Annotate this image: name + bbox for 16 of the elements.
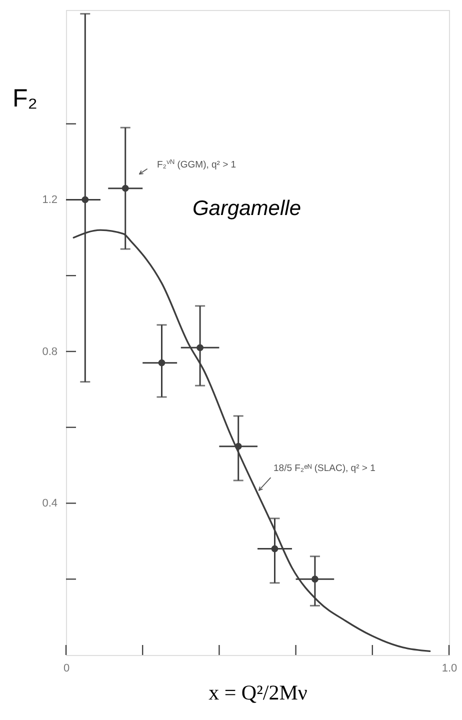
point <box>234 442 242 450</box>
x-tick-label: 0 <box>63 662 70 674</box>
annotation: Gargamelle <box>192 197 302 220</box>
point <box>271 545 278 552</box>
annotation: 18/5 F₂ᵉᴺ (SLAC), q² > 1 <box>274 462 376 474</box>
point <box>158 359 166 366</box>
y-tick-label: 0.4 <box>42 498 58 510</box>
y-tick-label: 0.8 <box>42 346 58 358</box>
y-axis-title: F₂ <box>12 84 38 112</box>
x-tick-label: 1.0 <box>442 662 458 674</box>
point <box>82 196 89 204</box>
point <box>196 344 204 352</box>
point <box>122 184 129 192</box>
y-tick-label: 1.2 <box>42 194 58 206</box>
point <box>311 576 318 583</box>
x-axis-title: x = Q²/2Mν <box>208 680 308 704</box>
